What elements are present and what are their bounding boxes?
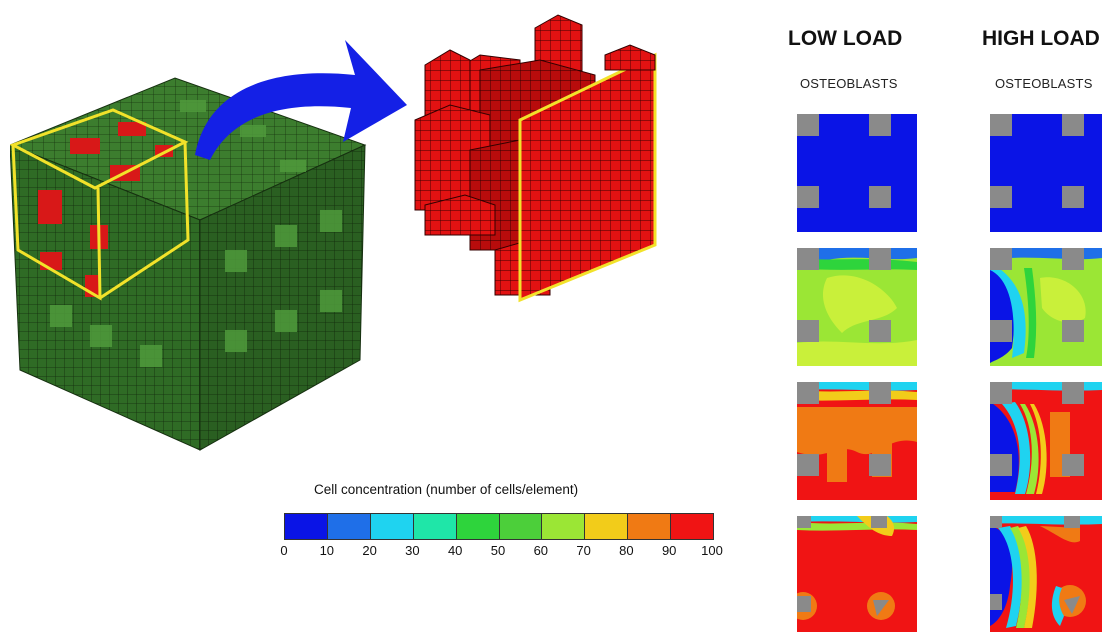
- colorbar-tick-label: 0: [280, 543, 288, 558]
- colorbar-ticks: 0 10 20 30 40 50 60 70 80 90 100: [275, 543, 725, 561]
- colorbar-swatch: [584, 514, 628, 539]
- colorbar-swatch: [412, 514, 456, 539]
- extracted-red-block: [410, 10, 670, 310]
- colorbar-swatch: [670, 514, 714, 539]
- colorbar-swatch: [541, 514, 585, 539]
- colorbar-swatch: [326, 514, 370, 539]
- colorbar-swatch: [627, 514, 671, 539]
- colorbar: [284, 513, 714, 540]
- colorbar-tick-label: 40: [447, 543, 463, 558]
- low-load-panel-1: [797, 114, 917, 232]
- colorbar-swatch: [455, 514, 499, 539]
- low-load-panel-3: [797, 382, 917, 500]
- colorbar-tick-label: 100: [701, 543, 723, 558]
- low-load-panel-4: [797, 516, 917, 632]
- high-load-panel-3: [990, 382, 1102, 500]
- colorbar-tick-label: 50: [490, 543, 506, 558]
- high-load-panel-4: [990, 516, 1102, 632]
- high-load-heading: HIGH LOAD: [982, 27, 1100, 50]
- colorbar-tick-label: 30: [405, 543, 420, 558]
- cube-highlight-box: [10, 108, 190, 301]
- colorbar-title: Cell concentration (number of cells/elem…: [314, 482, 579, 497]
- red-block-highlight: [518, 52, 657, 303]
- low-load-heading: LOW LOAD: [788, 27, 903, 50]
- high-load-subheading: OSTEOBLASTS: [995, 76, 1093, 91]
- high-load-panel-1: [990, 114, 1102, 232]
- low-load-subheading: OSTEOBLASTS: [800, 76, 898, 91]
- colorbar-swatch: [498, 514, 542, 539]
- colorbar-tick-label: 20: [362, 543, 377, 558]
- cube-pores: [50, 100, 342, 367]
- zoom-arrow: [185, 30, 415, 170]
- colorbar-tick-label: 70: [576, 543, 591, 558]
- colorbar-swatch: [369, 514, 413, 539]
- colorbar-tick-label: 80: [619, 543, 634, 558]
- colorbar-tick-label: 90: [661, 543, 677, 558]
- colorbar-tick-label: 10: [319, 543, 335, 558]
- colorbar-swatch: [285, 514, 327, 539]
- high-load-panel-2: [990, 248, 1102, 366]
- scaffold-cube: [10, 70, 390, 460]
- colorbar-tick-label: 60: [533, 543, 549, 558]
- low-load-panel-2: [797, 248, 917, 366]
